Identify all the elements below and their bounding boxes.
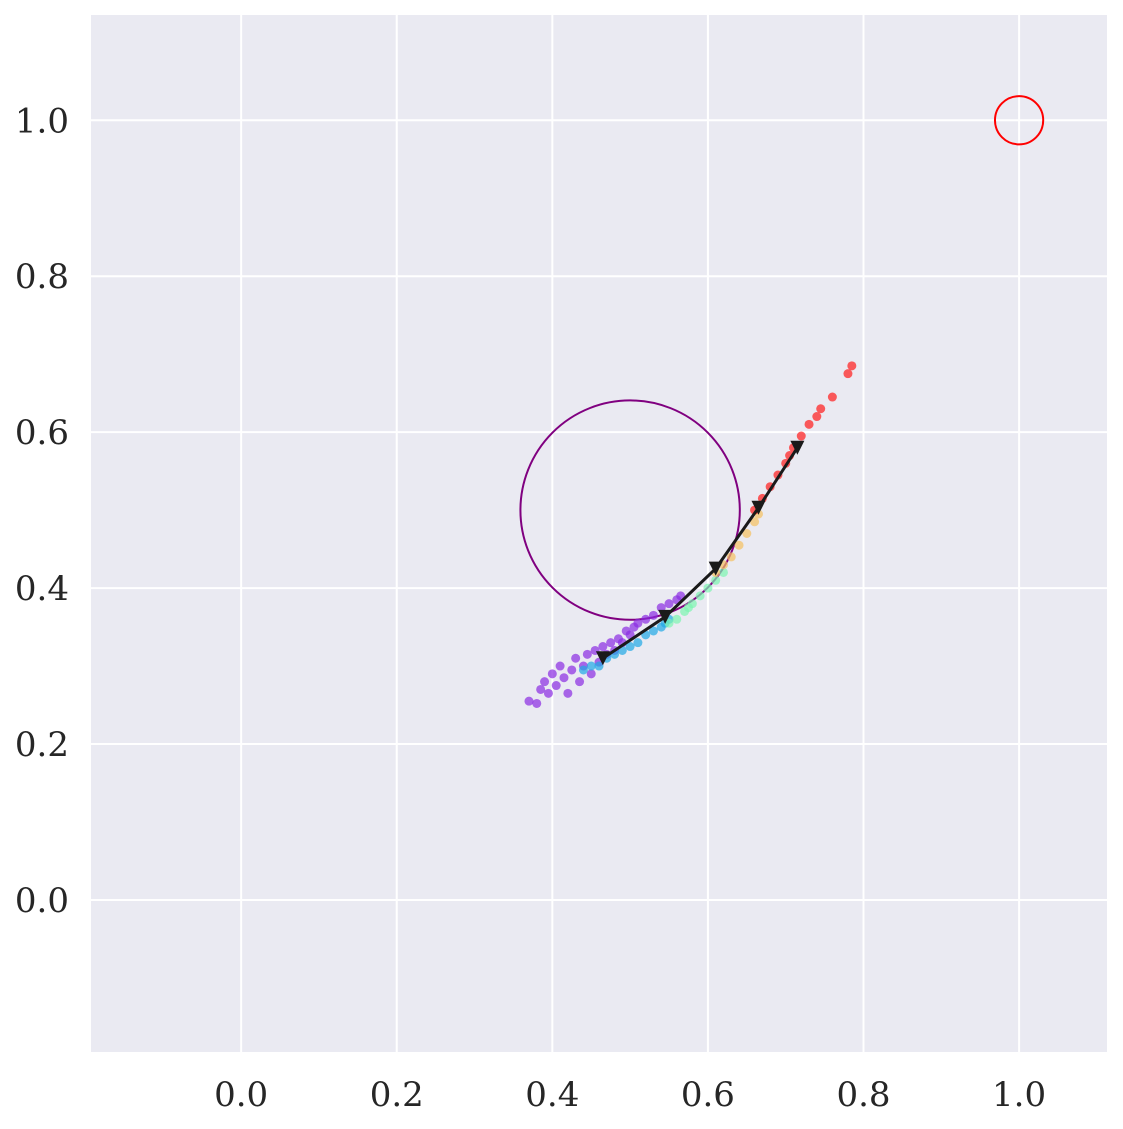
scatter-point [711,575,721,585]
scatter-point [586,661,596,671]
trajectory-marker [595,651,610,666]
scatter-point [718,567,728,577]
scatter-point [656,603,666,613]
y-tick-label: 1.0 [15,101,69,141]
scatter-point [532,698,542,708]
x-tick-label: 0.2 [370,1075,424,1115]
scatter-point [847,361,857,371]
scatter-point [582,649,592,659]
y-tick-label: 0.8 [15,257,69,297]
scatter-point [559,673,569,683]
trajectory-marker [658,609,673,624]
scatter-point [742,529,752,538]
y-tick-label: 0.2 [15,725,69,765]
scatter-point [796,431,806,441]
x-tick-label: 0.6 [681,1075,735,1115]
scatter-point [547,669,557,679]
scatter-points [524,361,857,708]
circle-regions [519,95,1045,621]
trajectory-marker [790,440,805,455]
trajectory-marker [708,561,723,576]
x-tick-label: 0.4 [525,1075,579,1115]
scatter-point [812,412,822,422]
scatter-point [750,517,760,527]
scatter-point [726,552,736,562]
scatter-point [804,419,814,429]
scatter-point [641,614,651,624]
scatter-point [594,661,604,671]
scatter-point [843,369,853,379]
scatter-point [551,681,561,691]
scatter-point [563,688,573,698]
obstacle-circle [519,399,741,621]
plot-background [91,15,1107,1052]
scatter-point [524,696,534,706]
trajectory-marker [751,500,766,515]
grid-lines [91,15,1107,1052]
y-tick-label: 0.0 [15,881,69,921]
scatter-point [586,669,596,679]
scatter-point [555,661,565,671]
x-tick-labels: 0.0 0.2 0.4 0.6 0.8 1.0 [214,1075,1046,1115]
trajectory-line [595,440,805,666]
scatter-point [543,688,553,698]
scatter-point [633,638,643,648]
x-tick-label: 0.8 [836,1075,890,1115]
scatter-point [633,618,643,628]
scatter-point [606,638,616,648]
scatter-point [648,626,658,636]
scatter-point [816,404,826,414]
scatter-point [540,677,550,687]
scatter-point [575,677,585,687]
x-tick-label: 0.0 [214,1075,268,1115]
scatter-point [567,665,577,675]
scatter-point [703,583,713,593]
scatter-point [664,618,674,628]
y-tick-labels: 0.0 0.2 0.4 0.6 0.8 1.0 [15,101,69,921]
y-tick-label: 0.4 [15,569,69,609]
scatter-point [734,540,744,550]
scatter-point [695,591,705,601]
scatter-point [648,610,658,620]
scatter-point [625,642,635,652]
x-tick-label: 1.0 [992,1075,1046,1115]
scatter-point [536,684,546,694]
scatter-point [672,614,682,624]
scatter-point [598,642,608,652]
y-tick-label: 0.6 [15,413,69,453]
scatter-point [578,665,588,675]
scatter-point [664,599,674,609]
scatter-point [571,653,581,663]
scatter-point [827,392,837,402]
scatter-point [687,599,697,609]
goal-circle [993,95,1045,146]
